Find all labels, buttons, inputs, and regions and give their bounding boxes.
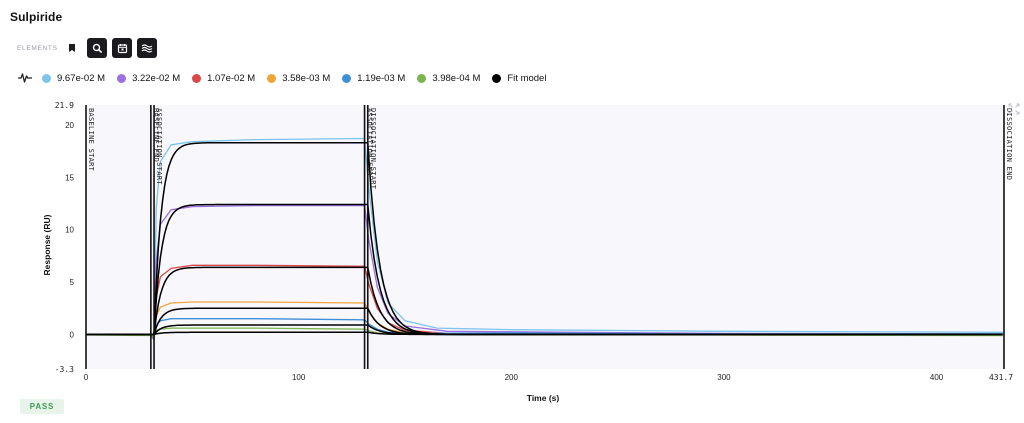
zoom-tool-button[interactable] xyxy=(87,38,107,58)
legend-item[interactable]: 1.19e-03 M xyxy=(342,73,405,84)
legend-label: 3.58e-03 M xyxy=(282,72,331,84)
status-badge: PASS xyxy=(20,399,64,414)
y-axis-label: Response (RU) xyxy=(42,214,52,275)
legend-label: 3.98e-04 M xyxy=(432,72,481,84)
y-tick-label: 0 xyxy=(70,330,75,339)
y-tick-label: 10 xyxy=(65,226,74,235)
phase-marker-label: BASELINE START xyxy=(87,108,95,172)
phase-marker-label: DISSOCIATION END xyxy=(1005,108,1013,180)
calendar-tool-button[interactable] xyxy=(112,38,132,58)
legend-color-dot xyxy=(417,73,427,83)
y-tick-label: 21.9 xyxy=(55,101,74,110)
legend-color-dot xyxy=(492,73,502,83)
expand-icon xyxy=(1008,103,1020,115)
legend-label: 9.67e-02 M xyxy=(57,72,106,84)
chart-legend: 9.67e-02 M 3.22e-02 M 1.07e-02 M 3.58e-03 M… xyxy=(18,71,558,85)
phase-marker-label: ASSOCIATION END xyxy=(366,108,374,176)
phase-marker-label: DISSOCIATION START xyxy=(369,108,377,190)
calendar-icon xyxy=(117,43,127,53)
y-tick-label: 15 xyxy=(65,173,74,182)
y-tick-label: -3.3 xyxy=(55,365,74,374)
x-tick-label: 0 xyxy=(84,373,89,382)
legend-label: 3.22e-02 M xyxy=(132,72,181,84)
page-title: Sulpiride xyxy=(10,10,63,24)
bookmark-icon xyxy=(69,44,75,52)
waves-icon xyxy=(141,43,153,53)
y-tick-label: 20 xyxy=(65,121,74,130)
legend-color-dot xyxy=(267,73,277,83)
legend-item[interactable]: 1.07e-02 M xyxy=(192,73,255,84)
phase-marker-label: ASSOCIATION START xyxy=(155,108,163,185)
zoom-icon xyxy=(92,43,102,53)
y-tick-label: 5 xyxy=(70,278,75,287)
reset-zoom-button[interactable] xyxy=(1008,102,1020,115)
bookmark-tool-button[interactable] xyxy=(62,38,82,58)
x-tick-label: 100 xyxy=(292,373,306,382)
sensorgram-chart: -3.3 0 5 10 15 20 21.9 0 100 200 300 400 431.7 Time (… xyxy=(42,101,1013,403)
legend-item[interactable]: 3.58e-03 M xyxy=(267,73,330,84)
legend-label: Fit model xyxy=(507,72,547,84)
legend-color-dot xyxy=(342,73,352,83)
elements-label: ELEMENTS xyxy=(17,45,58,52)
legend-label: 1.07e-02 M xyxy=(207,72,256,84)
legend-color-dot xyxy=(42,73,51,83)
x-tick-label: 431.7 xyxy=(989,373,1013,382)
x-tick-label: 200 xyxy=(505,373,519,382)
phase-marker-label: BASELINE END xyxy=(152,108,160,162)
legend-color-dot xyxy=(117,73,127,83)
fit-model-line xyxy=(86,331,1003,336)
x-axis-label: Time (s) xyxy=(527,393,560,403)
legend-item[interactable]: 3.98e-04 M xyxy=(417,73,480,84)
x-tick-label: 300 xyxy=(717,373,731,382)
legend-item[interactable]: Fit model xyxy=(492,73,546,84)
legend-color-dot xyxy=(192,73,202,83)
waves-tool-button[interactable] xyxy=(137,38,157,58)
legend-label: 1.19e-03 M xyxy=(357,72,406,84)
legend-item[interactable]: 9.67e-02 M xyxy=(42,73,105,84)
pulse-icon xyxy=(18,71,34,85)
x-tick-label: 400 xyxy=(930,373,944,382)
legend-item[interactable]: 3.22e-02 M xyxy=(117,73,180,84)
